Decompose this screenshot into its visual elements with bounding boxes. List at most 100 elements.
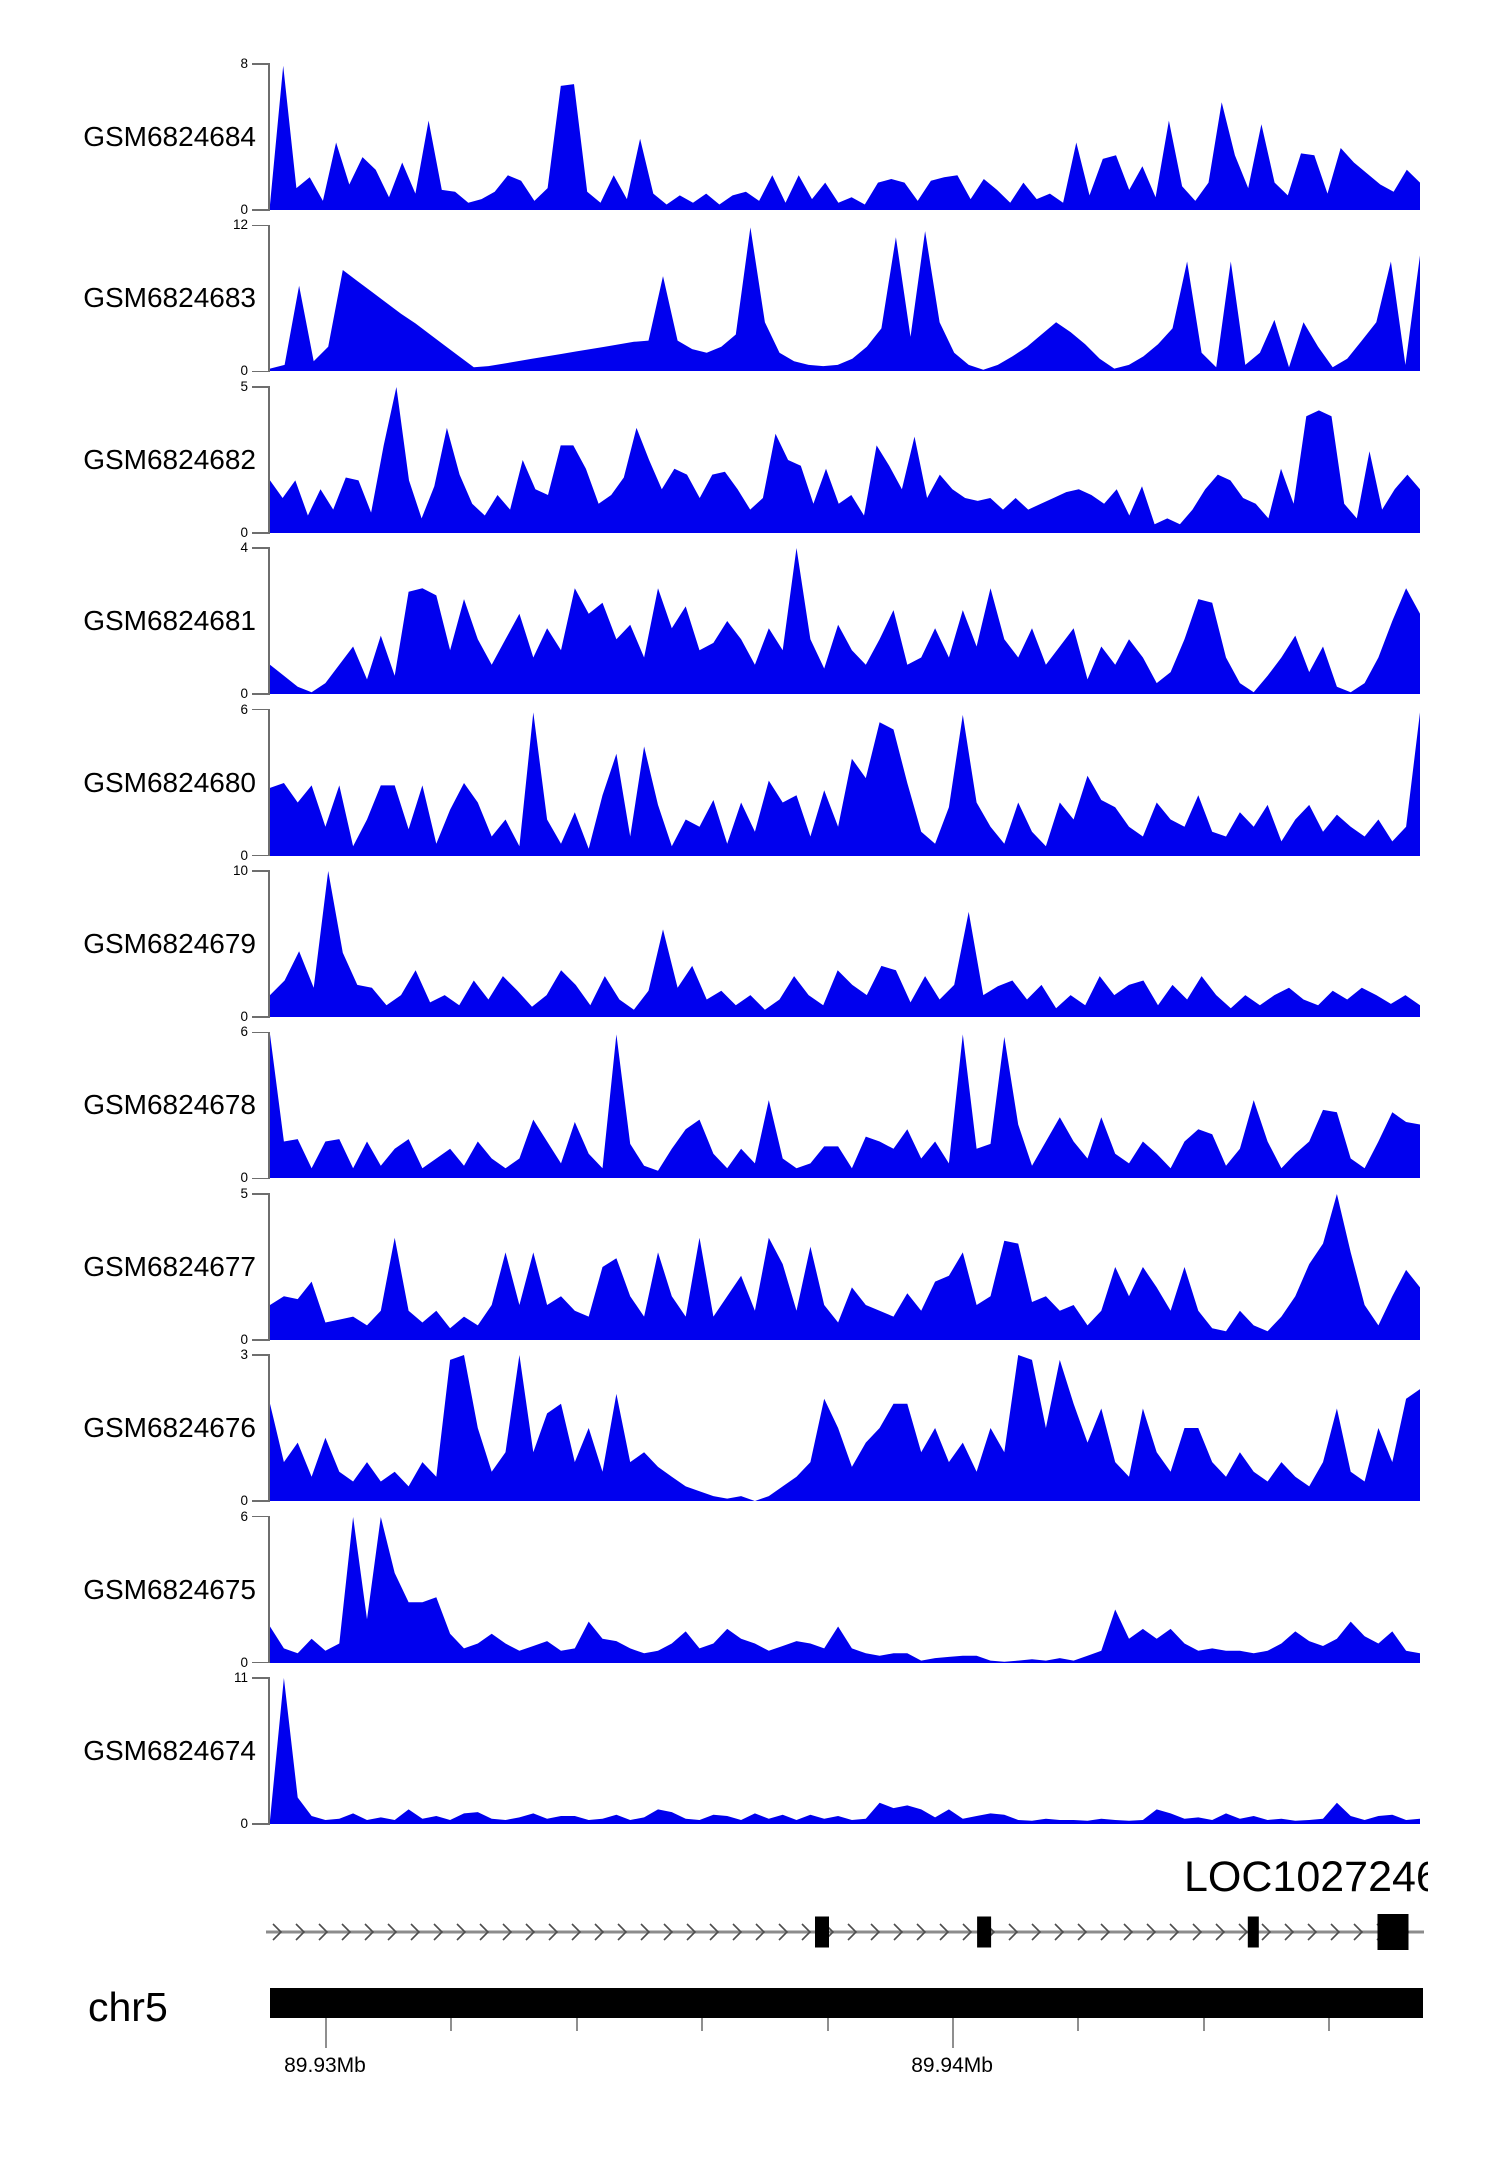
strand-arrow-icon: [1123, 1923, 1134, 1941]
strand-arrow-icon: [939, 1923, 950, 1941]
strand-arrow-icon: [272, 1923, 283, 1941]
strand-arrow-icon: [502, 1923, 513, 1941]
strand-arrow-icon: [525, 1923, 536, 1941]
y-axis-max-label: 8: [240, 56, 248, 71]
y-axis-zero-label: 0: [240, 1816, 248, 1831]
ruler-tick-minor: [827, 2018, 829, 2031]
gene-label-clip: LOC102724637: [270, 1854, 1428, 1902]
coverage-area: [270, 1034, 1420, 1179]
strand-arrow-icon: [1169, 1923, 1180, 1941]
y-axis-zero-tick: [252, 532, 269, 534]
strand-arrow-icon: [1100, 1923, 1111, 1941]
y-axis-spine: [268, 224, 270, 373]
y-axis-zero-label: 0: [240, 202, 248, 217]
y-axis-spine: [268, 547, 270, 695]
y-axis-max-label: 11: [233, 1670, 248, 1685]
intron-line: [266, 1930, 1424, 1934]
ruler-tick-label: 89.94Mb: [911, 2054, 993, 2077]
y-axis-spine: [268, 63, 270, 211]
strand-arrow-icon: [1307, 1923, 1318, 1941]
y-axis-max-label: 4: [240, 540, 248, 556]
strand-arrow-icon: [732, 1923, 743, 1941]
y-axis-spine: [268, 870, 270, 1018]
y-axis-spine: [268, 386, 270, 534]
strand-arrow-icon: [962, 1923, 973, 1941]
ruler-tick-minor: [1077, 2018, 1079, 2031]
coverage-area: [270, 548, 1420, 695]
strand-arrow-icon: [295, 1923, 306, 1941]
y-axis-zero-label: 0: [240, 847, 248, 863]
track-label: GSM6824675: [83, 1573, 256, 1605]
strand-arrow-icon: [1031, 1923, 1042, 1941]
y-axis-zero-tick: [252, 1823, 269, 1825]
coverage-area: [270, 386, 1420, 533]
strand-arrow-icon: [341, 1923, 352, 1941]
track-label: GSM6824680: [83, 766, 256, 798]
strand-arrow-icon: [571, 1923, 582, 1941]
strand-arrow-icon: [847, 1923, 858, 1941]
ruler-tick-minor: [450, 2018, 452, 2031]
exon-box: [815, 1916, 829, 1948]
y-axis-top-tick: [252, 224, 269, 227]
coverage-area: [270, 65, 1420, 210]
coverage-area: [270, 871, 1420, 1017]
y-axis-top-tick: [252, 1677, 269, 1679]
y-axis-zero-tick: [252, 370, 269, 373]
strand-arrow-icon: [1008, 1923, 1019, 1941]
track-label: GSM6824674: [83, 1735, 256, 1766]
y-axis-max-label: 3: [240, 1347, 248, 1363]
y-axis-top-tick: [252, 1031, 269, 1034]
coverage-area: [270, 711, 1420, 856]
y-axis-spine: [268, 1354, 270, 1502]
strand-arrow-icon: [1077, 1923, 1088, 1941]
strand-arrow-icon: [1238, 1923, 1249, 1941]
track-label: GSM6824679: [83, 928, 256, 959]
y-axis-max-label: 6: [240, 1508, 248, 1524]
coverage-area: [270, 1355, 1420, 1502]
y-axis-zero-tick: [252, 209, 269, 211]
track-label: GSM6824677: [83, 1250, 256, 1282]
y-axis-spine: [268, 1031, 270, 1180]
y-axis-zero-label: 0: [240, 524, 248, 540]
y-axis-zero-tick: [252, 1661, 269, 1664]
strand-arrow-icon: [617, 1923, 628, 1941]
ruler-tick-minor: [1328, 2018, 1330, 2031]
y-axis-zero-tick: [252, 1177, 269, 1180]
strand-arrow-icon: [686, 1923, 697, 1941]
track-label: GSM6824682: [83, 443, 256, 475]
strand-arrow-icon: [410, 1923, 421, 1941]
y-axis-top-tick: [252, 1354, 269, 1356]
y-axis-zero-label: 0: [240, 1170, 248, 1186]
track-label: GSM6824684: [83, 121, 256, 152]
strand-arrow-icon: [755, 1923, 766, 1941]
strand-arrow-icon: [318, 1923, 329, 1941]
y-axis-top-tick: [252, 63, 269, 65]
y-axis-zero-label: 0: [240, 1009, 248, 1024]
y-axis-spine: [268, 1515, 270, 1664]
y-axis-zero-label: 0: [240, 1331, 248, 1347]
track-label: GSM6824676: [83, 1412, 256, 1444]
strand-arrow-icon: [1330, 1923, 1341, 1941]
y-axis-zero-tick: [252, 1339, 269, 1341]
ruler-tick-major: [325, 2018, 327, 2048]
y-axis-zero-tick: [252, 854, 269, 857]
track-label: GSM6824681: [83, 605, 256, 637]
strand-arrow-icon: [709, 1923, 720, 1941]
y-axis-zero-label: 0: [240, 1493, 248, 1509]
track-label: GSM6824683: [83, 282, 256, 314]
chromosome-bar: [270, 1988, 1423, 2018]
y-axis-top-tick: [252, 870, 269, 872]
y-axis-zero-label: 0: [240, 1654, 248, 1670]
y-axis-max-label: 6: [240, 701, 248, 717]
strand-arrow-icon: [640, 1923, 651, 1941]
gene-model: [266, 1914, 1424, 1950]
strand-arrow-icon: [893, 1923, 904, 1941]
strand-arrow-icon: [456, 1923, 467, 1941]
strand-arrow-icon: [1192, 1923, 1203, 1941]
exon-box: [1377, 1914, 1409, 1950]
ruler-tick-label: 89.93Mb: [284, 2054, 366, 2077]
ruler-tick-minor: [576, 2018, 578, 2031]
strand-arrow-icon: [387, 1923, 398, 1941]
strand-arrow-icon: [1353, 1923, 1364, 1941]
